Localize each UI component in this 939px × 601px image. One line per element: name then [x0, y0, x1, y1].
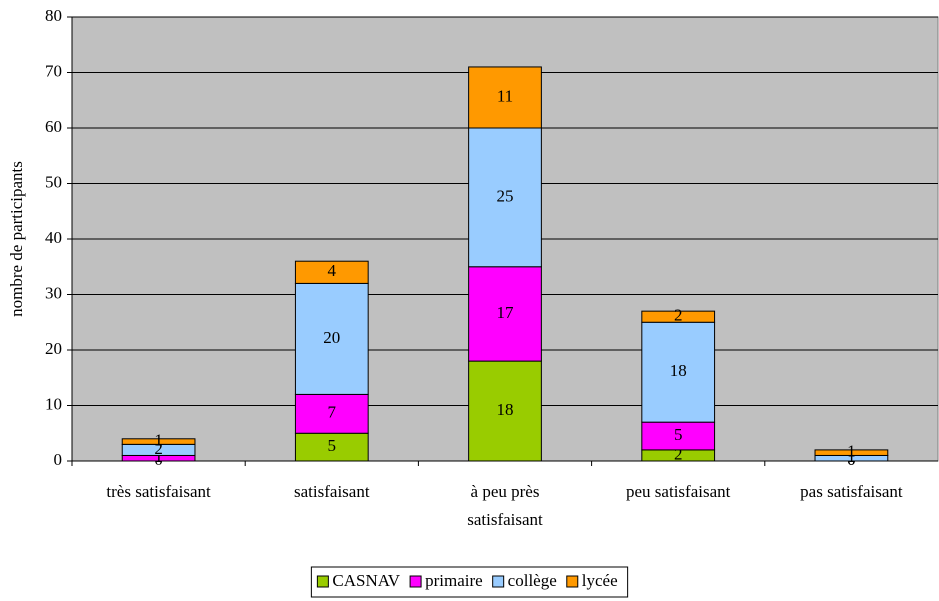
legend-swatch: [566, 575, 579, 588]
x-tick-label: peu satisfaisant: [626, 482, 731, 501]
bar-segment: [468, 127, 542, 268]
bar-segment: [468, 360, 542, 462]
y-tick-label: 10: [45, 394, 62, 413]
y-tick-label: 50: [45, 172, 62, 191]
legend: CASNAV primaire collège lycée: [310, 566, 629, 598]
x-tick-label: pas satisfaisant: [800, 482, 903, 501]
legend-swatch: [492, 575, 505, 588]
data-label: 11: [497, 86, 513, 105]
data-label: 20: [323, 328, 340, 347]
legend-swatch: [316, 575, 329, 588]
data-label: 2: [154, 439, 163, 458]
y-tick-label: 60: [45, 117, 62, 136]
y-tick-label: 20: [45, 339, 62, 358]
bar-segment: [294, 393, 369, 434]
x-tick-label: satisfaisant: [294, 482, 370, 501]
legend-label: primaire: [425, 571, 483, 590]
data-label: 18: [497, 400, 514, 419]
legend-label: lycée: [582, 571, 618, 590]
bar-segment: [294, 432, 369, 462]
legend-label: CASNAV: [332, 571, 400, 590]
bar-segment: [641, 310, 716, 323]
data-label: 17: [497, 303, 515, 322]
data-label: 7: [328, 403, 337, 422]
y-tick-label: 40: [45, 228, 62, 247]
bar-segment: [468, 266, 542, 362]
y-tick-label: 0: [54, 450, 63, 469]
data-label: 2: [674, 306, 683, 325]
y-tick-label: 30: [45, 283, 62, 302]
bar-segment: [294, 260, 369, 284]
data-label: 4: [328, 261, 337, 280]
data-label: 18: [670, 361, 687, 380]
legend-swatch: [409, 575, 422, 588]
x-tick-label: très satisfaisant: [106, 482, 211, 501]
legend-box: [310, 566, 629, 598]
bar-segment: [814, 449, 889, 456]
legend-label: collège: [508, 571, 557, 590]
data-label: 25: [497, 186, 514, 205]
data-label: 5: [328, 436, 337, 455]
bar-segment: [121, 438, 196, 445]
data-label: 5: [674, 425, 683, 444]
data-label: 1: [154, 430, 163, 449]
y-tick-label: 80: [45, 6, 62, 25]
bar-segment: [468, 66, 542, 129]
data-label: 1: [847, 447, 856, 466]
y-axis-label: nombre de participants: [7, 161, 26, 317]
x-tick-label: à peu près satisfaisant: [467, 482, 543, 529]
data-label: 2: [674, 444, 683, 463]
data-label: 1: [154, 447, 163, 466]
y-tick-label: 70: [45, 61, 62, 80]
bar-segment: [294, 282, 369, 395]
data-label: 1: [847, 442, 856, 461]
